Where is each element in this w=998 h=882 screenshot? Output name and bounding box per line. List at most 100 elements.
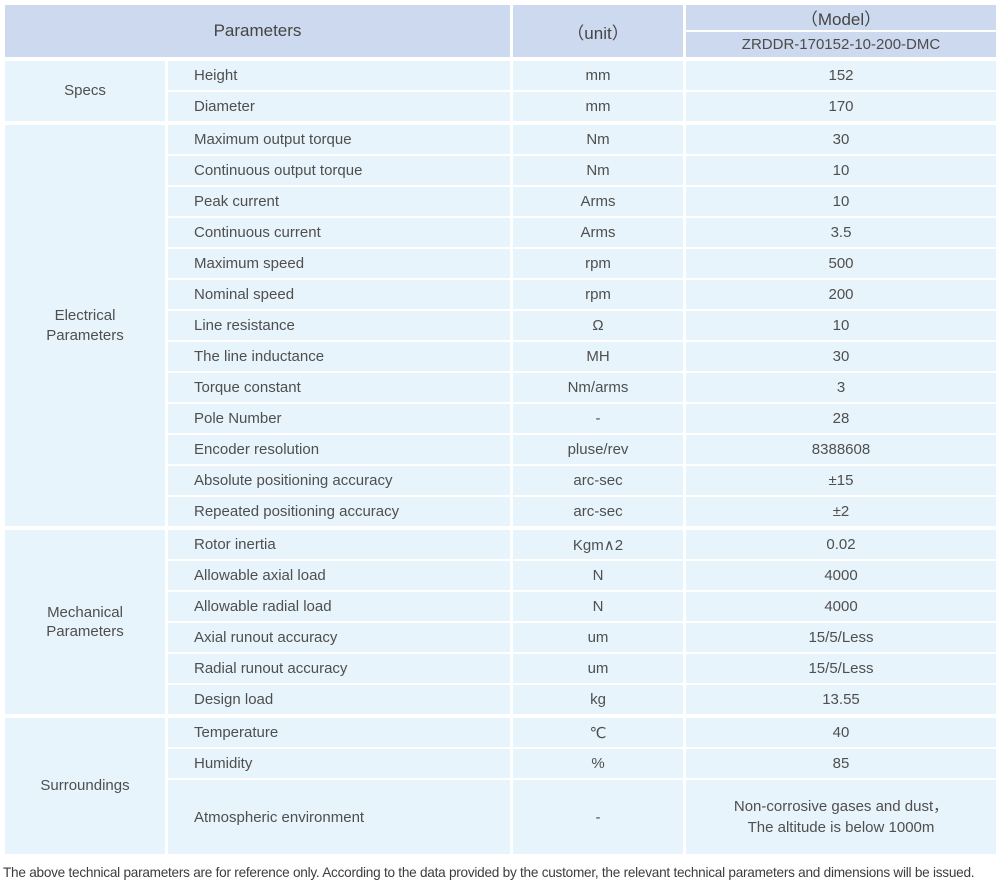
unit-cell: -: [510, 402, 686, 435]
value-cell: 15/5/Less: [683, 652, 998, 685]
parameters-column-header: Parameters: [2, 2, 513, 60]
group-label: Surroundings: [40, 777, 130, 795]
param-name-cell: Continuous current: [165, 216, 513, 249]
table-row: Design load kg 13.55: [4, 683, 998, 717]
param-name-cell: Radial runout accuracy: [165, 652, 513, 685]
unit-cell: arc-sec: [510, 464, 686, 497]
table-row: The line inductance MH 30: [4, 340, 998, 373]
unit-cell: um: [510, 621, 686, 654]
table-row: Continuous output torque Nm 10: [4, 154, 998, 187]
value-cell: 10: [683, 309, 998, 342]
unit-cell: rpm: [510, 278, 686, 311]
table-row: Electrical Parameters Maximum output torq…: [2, 121, 998, 529]
group-label: Electrical Parameters: [46, 307, 124, 344]
table-row: Atmospheric environment - Non-corrosive ga…: [4, 778, 998, 856]
param-name-cell: Design load: [165, 683, 513, 717]
param-name-cell: Diameter: [165, 90, 513, 124]
value-cell: 40: [683, 714, 998, 749]
group-cell: Specs: [2, 57, 168, 124]
unit-cell: MH: [510, 340, 686, 373]
unit-cell: Arms: [510, 185, 686, 218]
value-cell: 28: [683, 402, 998, 435]
param-name-cell: Maximum output torque: [165, 121, 513, 156]
table-row: Absolute positioning accuracy arc-sec ±15: [4, 464, 998, 497]
param-name-cell: Humidity: [165, 747, 513, 780]
value-cell: 200: [683, 278, 998, 311]
table-row: Allowable axial load N 4000: [4, 559, 998, 592]
unit-cell: ℃: [510, 714, 686, 749]
table-row: Maximum speed rpm 500: [4, 247, 998, 280]
value-cell: 3.5: [683, 216, 998, 249]
unit-cell: Nm: [510, 154, 686, 187]
param-name-cell: Pole Number: [165, 402, 513, 435]
param-name-cell: The line inductance: [165, 340, 513, 373]
unit-column-header: （unit）: [510, 2, 686, 60]
param-name-cell: Line resistance: [165, 309, 513, 342]
value-cell: 3: [683, 371, 998, 404]
param-name-cell: Absolute positioning accuracy: [165, 464, 513, 497]
table-row: Continuous current Arms 3.5: [4, 216, 998, 249]
value-cell: 10: [683, 185, 998, 218]
table-row: Peak current Arms 10: [4, 185, 998, 218]
table-row: Diameter mm 170: [4, 90, 998, 124]
table-row: Specs Height mm 152: [2, 57, 998, 124]
param-name-cell: Axial runout accuracy: [165, 621, 513, 654]
value-cell: 4000: [683, 559, 998, 592]
table-row: Line resistance Ω 10: [4, 309, 998, 342]
unit-cell: um: [510, 652, 686, 685]
value-cell: 15/5/Less: [683, 621, 998, 654]
unit-cell: Ω: [510, 309, 686, 342]
table-row: Repeated positioning accuracy arc-sec ±2: [4, 495, 998, 529]
value-cell: 4000: [683, 590, 998, 623]
param-name-cell: Rotor inertia: [165, 526, 513, 561]
header-row-model: ZRDDR-170152-10-200-DMC: [4, 30, 998, 60]
footer-note: The above technical parameters are for r…: [3, 865, 975, 880]
group-label: Specs: [64, 82, 106, 100]
unit-cell: mm: [510, 90, 686, 124]
unit-cell: -: [510, 778, 686, 856]
value-cell: 10: [683, 154, 998, 187]
value-cell: Non-corrosive gases and dust， The altitu…: [683, 778, 998, 856]
param-name-cell: Atmospheric environment: [165, 778, 513, 856]
value-cell: 85: [683, 747, 998, 780]
model-column-header: （Model）: [683, 2, 998, 32]
table-row: Allowable radial load N 4000: [4, 590, 998, 623]
unit-cell: Nm/arms: [510, 371, 686, 404]
unit-cell: %: [510, 747, 686, 780]
value-cell: ±15: [683, 464, 998, 497]
value-cell: 170: [683, 90, 998, 124]
param-name-cell: Maximum speed: [165, 247, 513, 280]
group-cell: Electrical Parameters: [2, 121, 168, 529]
table-row: Pole Number -28: [4, 402, 998, 435]
table-body: Specs Height mm 152 Diameter mm 170 Electrical …: [2, 57, 998, 856]
param-name-cell: Encoder resolution: [165, 433, 513, 466]
table-header: Parameters （unit） （Model） ZRDDR-170152-1…: [2, 2, 998, 60]
header-row-top: Parameters （unit） （Model）: [2, 2, 998, 60]
param-name-cell: Torque constant: [165, 371, 513, 404]
unit-cell: Arms: [510, 216, 686, 249]
param-name-cell: Allowable radial load: [165, 590, 513, 623]
value-cell: 500: [683, 247, 998, 280]
table-row: Humidity% 85: [4, 747, 998, 780]
group-cell: Mechanical Parameters: [2, 526, 168, 717]
param-name-cell: Allowable axial load: [165, 559, 513, 592]
value-cell: 0.02: [683, 526, 998, 561]
unit-cell: N: [510, 559, 686, 592]
table-row: Encoder resolution pluse/rev 8388608: [4, 433, 998, 466]
unit-cell: mm: [510, 57, 686, 92]
group-label: Mechanical Parameters: [46, 603, 124, 641]
value-cell: 30: [683, 340, 998, 373]
table-row: Radial runout accuracy um 15/5/Less: [4, 652, 998, 685]
spec-table: Parameters （unit） （Model） ZRDDR-170152-1…: [2, 2, 998, 856]
table-row: Axial runout accuracy um 15/5/Less: [4, 621, 998, 654]
table-row: Mechanical Parameters Rotor inertia Kgm∧2 0…: [2, 526, 998, 717]
table-row: Surroundings Temperature ℃ 40: [2, 714, 998, 856]
param-name-cell: Nominal speed: [165, 278, 513, 311]
value-cell: 30: [683, 121, 998, 156]
value-cell: 8388608: [683, 433, 998, 466]
unit-cell: kg: [510, 683, 686, 717]
value-cell: 152: [683, 57, 998, 92]
param-name-cell: Height: [165, 57, 513, 92]
param-name-cell: Peak current: [165, 185, 513, 218]
param-name-cell: Repeated positioning accuracy: [165, 495, 513, 529]
